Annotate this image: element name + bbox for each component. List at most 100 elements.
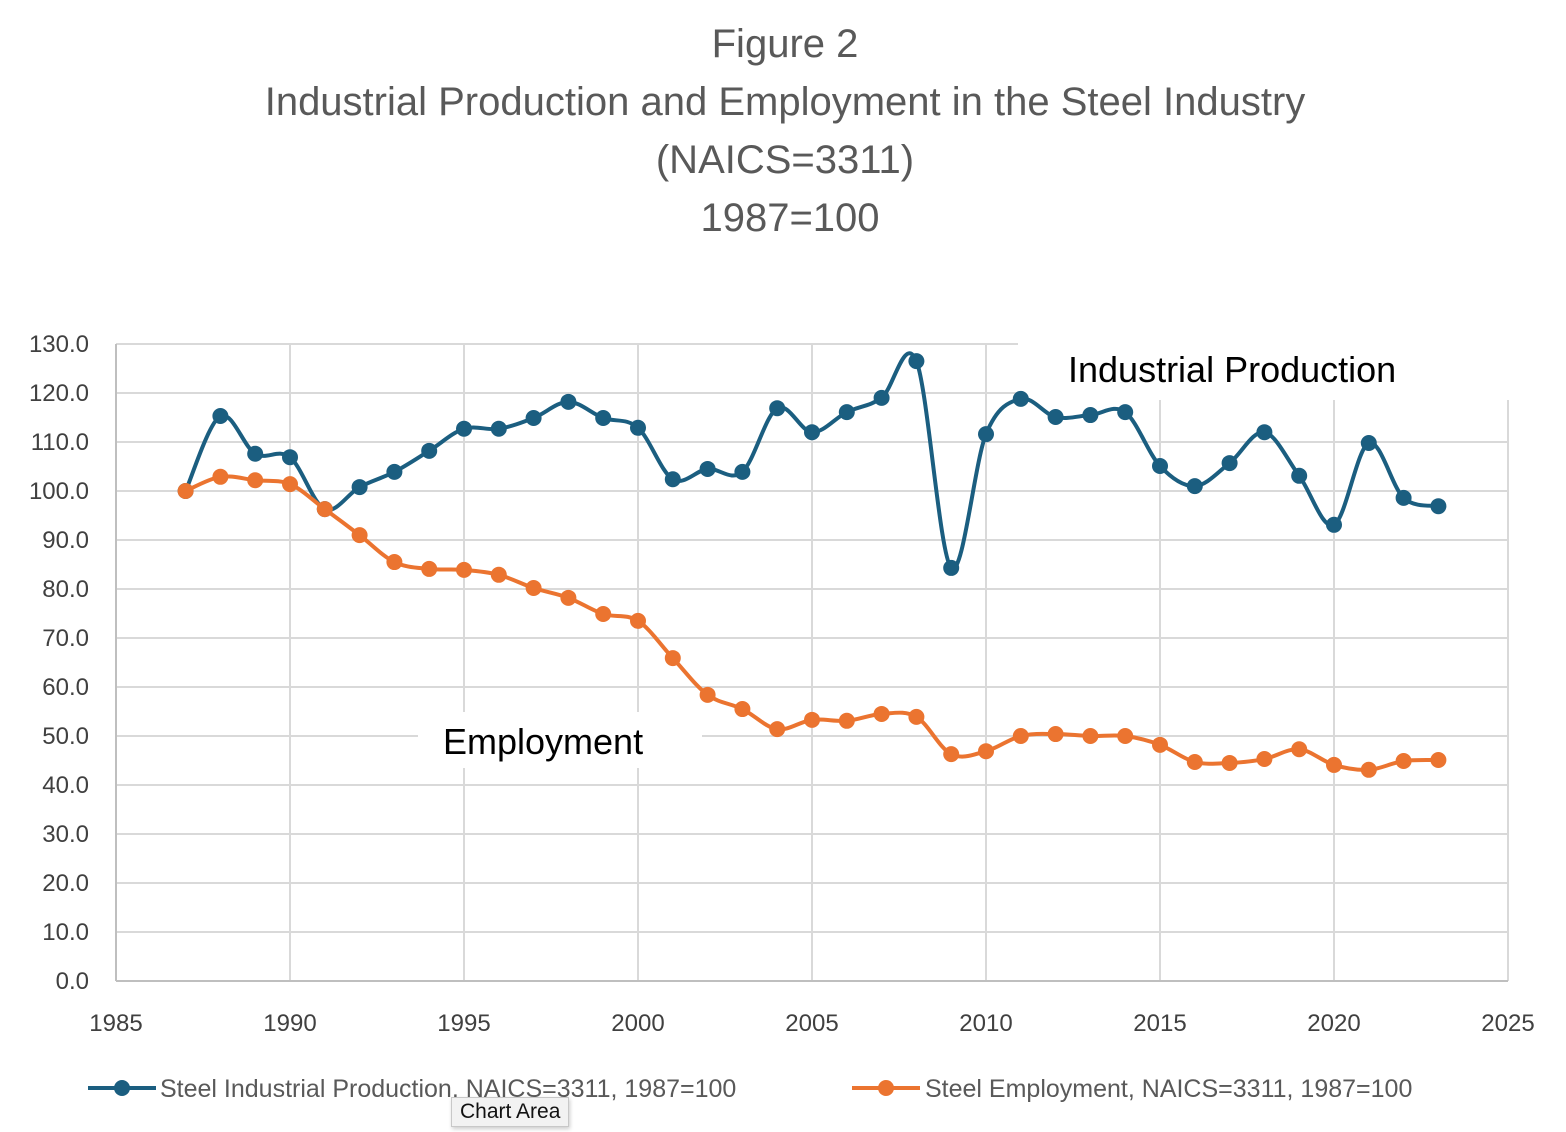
data-point bbox=[1117, 728, 1134, 744]
data-point bbox=[908, 708, 925, 725]
annotations: Industrial Production Employment bbox=[418, 338, 1510, 768]
legend-marker-icon bbox=[114, 1080, 130, 1096]
y-tick-label: 120.0 bbox=[29, 380, 89, 407]
axes: 0.0 10.0 20.0 30.0 40.0 50.0 60.0 70.0 80.0 90.0 1… bbox=[29, 331, 1535, 1037]
data-point bbox=[1256, 751, 1273, 768]
data-point bbox=[1186, 753, 1203, 770]
y-tick-label: 0.0 bbox=[56, 968, 89, 995]
data-point bbox=[1430, 498, 1447, 515]
data-point bbox=[1082, 728, 1099, 744]
data-point bbox=[560, 393, 577, 410]
data-point bbox=[421, 560, 438, 577]
data-point bbox=[1152, 458, 1168, 475]
data-point bbox=[804, 711, 820, 728]
data-point bbox=[1430, 752, 1447, 769]
series-industrial-production bbox=[177, 351, 1447, 576]
data-point bbox=[282, 476, 298, 493]
legend-item: Steel Industrial Production, NAICS=3311,… bbox=[88, 1075, 736, 1103]
data-point bbox=[734, 701, 751, 718]
data-point bbox=[525, 580, 542, 597]
y-tick-label: 130.0 bbox=[29, 331, 89, 358]
data-point bbox=[1186, 478, 1203, 495]
annotation-employment: Employment bbox=[443, 721, 643, 762]
annotation-background bbox=[1018, 338, 1510, 400]
data-point bbox=[873, 389, 890, 406]
data-point bbox=[1326, 756, 1342, 773]
data-point bbox=[699, 686, 716, 703]
legend-marker-icon bbox=[878, 1080, 894, 1096]
data-point bbox=[630, 612, 646, 629]
x-tick-label: 2015 bbox=[1133, 1010, 1186, 1037]
chart-area-tooltip: Chart Area bbox=[451, 1097, 570, 1127]
data-point bbox=[630, 419, 646, 436]
data-point bbox=[1117, 404, 1134, 421]
y-tick-label: 30.0 bbox=[42, 821, 89, 848]
data-point bbox=[769, 400, 786, 417]
series-lines bbox=[177, 351, 1447, 778]
annotation-background bbox=[418, 712, 702, 768]
chart-title: Figure 2 Industrial Production and Emplo… bbox=[265, 22, 1306, 240]
data-point bbox=[1221, 754, 1238, 771]
data-point bbox=[1256, 424, 1273, 441]
data-point bbox=[316, 501, 333, 518]
title-line-3: (NAICS=3311) bbox=[656, 138, 914, 182]
x-tick-label: 2010 bbox=[959, 1010, 1012, 1037]
x-tick-label: 1985 bbox=[89, 1010, 142, 1037]
data-point bbox=[664, 471, 681, 488]
data-point bbox=[699, 460, 716, 477]
data-point bbox=[1326, 516, 1342, 533]
data-point bbox=[595, 409, 612, 426]
data-point bbox=[386, 554, 403, 571]
series-employment bbox=[177, 468, 1447, 778]
data-point bbox=[386, 463, 403, 480]
x-tick-label: 2000 bbox=[611, 1010, 664, 1037]
data-point bbox=[351, 479, 368, 496]
y-tick-label: 50.0 bbox=[42, 723, 89, 750]
data-point bbox=[1221, 455, 1238, 472]
title-line-1: Figure 2 bbox=[712, 22, 859, 66]
data-point bbox=[490, 566, 507, 583]
data-point bbox=[351, 527, 368, 544]
y-tick-label: 70.0 bbox=[42, 625, 89, 652]
y-tick-label: 110.0 bbox=[31, 429, 89, 456]
data-point bbox=[838, 712, 855, 729]
data-point bbox=[978, 743, 994, 760]
data-point bbox=[456, 561, 472, 578]
data-point bbox=[1360, 434, 1377, 451]
x-tick-label: 2025 bbox=[1481, 1010, 1534, 1037]
data-point bbox=[978, 426, 994, 443]
data-point bbox=[838, 404, 855, 421]
data-point bbox=[1395, 752, 1412, 769]
data-point bbox=[595, 605, 612, 622]
data-point bbox=[1012, 390, 1029, 407]
data-point bbox=[247, 445, 264, 462]
data-point bbox=[282, 449, 298, 466]
data-point bbox=[664, 650, 681, 667]
x-tick-label: 2020 bbox=[1307, 1010, 1360, 1037]
data-point bbox=[490, 420, 507, 437]
annotation-industrial-production: Industrial Production bbox=[1068, 349, 1396, 390]
y-tick-label: 100.0 bbox=[29, 478, 89, 505]
data-point bbox=[873, 705, 890, 722]
data-point bbox=[1082, 407, 1099, 424]
data-point bbox=[560, 589, 577, 606]
data-point bbox=[212, 468, 229, 485]
data-point bbox=[247, 472, 264, 489]
data-point bbox=[421, 442, 438, 459]
data-point bbox=[769, 721, 786, 738]
data-point bbox=[1291, 741, 1308, 758]
data-point bbox=[1395, 489, 1412, 506]
data-point bbox=[177, 483, 194, 499]
data-point bbox=[1012, 728, 1029, 744]
data-point bbox=[943, 746, 960, 763]
y-tick-label: 10.0 bbox=[42, 919, 89, 946]
y-tick-label: 20.0 bbox=[42, 870, 89, 897]
x-tick-label: 2005 bbox=[785, 1010, 838, 1037]
data-point bbox=[804, 424, 820, 441]
title-line-4: 1987=100 bbox=[700, 196, 879, 240]
data-point bbox=[1047, 409, 1064, 426]
data-point bbox=[1152, 736, 1168, 753]
title-line-2: Industrial Production and Employment in … bbox=[265, 80, 1306, 124]
data-point bbox=[734, 463, 751, 480]
